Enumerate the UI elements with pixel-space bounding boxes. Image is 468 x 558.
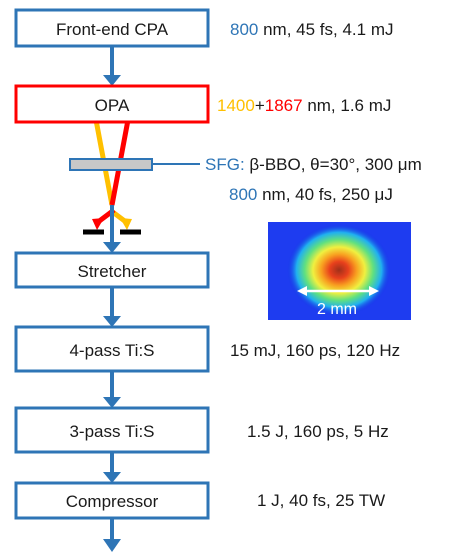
box-label-3-pass: 3-pass Ti:S: [69, 422, 154, 441]
box-compressor: Compressor: [16, 483, 208, 518]
label-compressor-specs: 1 J, 40 fs, 25 TW: [257, 491, 385, 510]
label-sfg: SFG: β-BBO, θ=30°, 300 μm: [205, 155, 422, 174]
box-label-compressor: Compressor: [66, 492, 159, 511]
arrowhead-3pass: [103, 397, 121, 408]
arrowhead-opa: [103, 75, 121, 86]
label-opa-specs: 1400+1867 nm, 1.6 mJ: [217, 96, 391, 115]
box-stretcher: Stretcher: [16, 253, 208, 287]
idler-arrowhead: [120, 218, 132, 230]
arrowhead-compressor: [103, 472, 121, 483]
label-opa-wl1: 1400: [217, 96, 255, 115]
box-label-stretcher: Stretcher: [78, 262, 147, 281]
signal-arrowhead: [92, 218, 104, 230]
box-label-front-end: Front-end CPA: [56, 20, 169, 39]
label-opa-rest: nm, 1.6 mJ: [303, 96, 392, 115]
label-3-pass-specs: 1.5 J, 160 ps, 5 Hz: [247, 422, 389, 441]
beam-profile-image: 2 mm: [268, 222, 411, 320]
label-front-end-wavelength: 800: [230, 20, 258, 39]
label-opa-wl2: 1867: [265, 96, 303, 115]
label-sfg-rest: β-BBO, θ=30°, 300 μm: [245, 155, 422, 174]
label-4-pass-specs: 15 mJ, 160 ps, 120 Hz: [230, 341, 400, 360]
box-front-end-cpa: Front-end CPA: [16, 10, 208, 46]
label-opa-plus: +: [255, 96, 265, 115]
label-sfg-out-wavelength: 800: [229, 185, 257, 204]
box-3-pass-tis: 3-pass Ti:S: [16, 408, 208, 452]
scale-bar-label: 2 mm: [317, 301, 357, 318]
label-sfg-output: 800 nm, 40 fs, 250 μJ: [229, 185, 393, 204]
label-sfg-out-rest: nm, 40 fs, 250 μJ: [257, 185, 392, 204]
arrowhead-stretcher: [103, 242, 121, 253]
label-front-end-rest: nm, 45 fs, 4.1 mJ: [258, 20, 393, 39]
arrowhead-4pass: [103, 316, 121, 327]
box-opa: OPA: [16, 86, 208, 122]
label-sfg-prefix: SFG:: [205, 155, 245, 174]
arrowhead-output: [103, 539, 121, 552]
label-front-end-specs: 800 nm, 45 fs, 4.1 mJ: [230, 20, 393, 39]
opa-beams: [92, 120, 132, 233]
box-4-pass-tis: 4-pass Ti:S: [16, 327, 208, 371]
box-label-opa: OPA: [95, 96, 130, 115]
sfg-crystal: [70, 159, 152, 170]
box-label-4-pass: 4-pass Ti:S: [69, 341, 154, 360]
